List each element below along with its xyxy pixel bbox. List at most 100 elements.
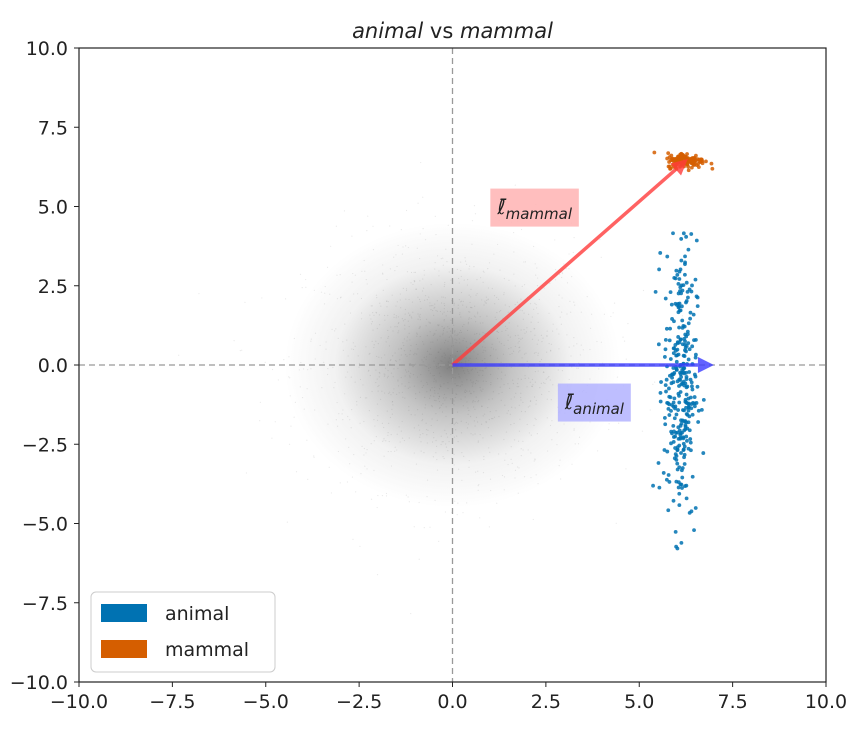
background-point bbox=[271, 368, 274, 371]
background-point bbox=[443, 327, 445, 329]
background-point bbox=[455, 429, 457, 431]
point-animal bbox=[676, 335, 681, 339]
background-point bbox=[478, 374, 480, 376]
background-point bbox=[532, 384, 534, 386]
background-point bbox=[402, 342, 404, 344]
background-point bbox=[431, 406, 433, 408]
background-point bbox=[327, 373, 329, 376]
y-tick-label: 10.0 bbox=[26, 38, 68, 60]
background-point bbox=[384, 354, 386, 356]
background-point bbox=[465, 341, 467, 343]
background-point bbox=[397, 316, 400, 318]
background-point bbox=[416, 333, 418, 335]
background-point bbox=[396, 326, 398, 328]
background-point bbox=[390, 326, 392, 328]
background-point bbox=[341, 413, 343, 415]
background-point bbox=[397, 332, 399, 334]
background-point bbox=[464, 357, 466, 359]
background-point bbox=[513, 396, 516, 398]
background-point bbox=[616, 376, 619, 378]
background-point bbox=[461, 381, 463, 383]
point-animal bbox=[686, 341, 691, 346]
background-point bbox=[368, 369, 370, 372]
background-point bbox=[473, 205, 476, 207]
point-animal bbox=[684, 392, 689, 397]
background-point bbox=[508, 322, 510, 324]
point-animal bbox=[659, 380, 663, 384]
background-point bbox=[379, 372, 381, 374]
background-point bbox=[538, 298, 540, 301]
point-animal bbox=[663, 383, 668, 388]
point-animal bbox=[679, 291, 683, 296]
background-point bbox=[353, 293, 355, 295]
background-point bbox=[479, 316, 481, 318]
background-point bbox=[495, 318, 497, 321]
background-point bbox=[505, 453, 507, 455]
point-mammal bbox=[689, 165, 694, 170]
background-point bbox=[299, 386, 301, 388]
background-point bbox=[422, 433, 424, 435]
background-point bbox=[531, 385, 534, 388]
background-point bbox=[514, 334, 517, 337]
point-animal bbox=[668, 326, 672, 331]
background-point bbox=[425, 428, 428, 431]
background-point bbox=[445, 406, 447, 408]
background-point bbox=[395, 254, 397, 256]
background-point bbox=[481, 405, 483, 407]
background-point bbox=[339, 274, 341, 276]
point-animal bbox=[679, 237, 684, 241]
background-point bbox=[434, 306, 436, 308]
background-point bbox=[521, 337, 523, 339]
point-animal bbox=[692, 404, 697, 409]
background-point bbox=[460, 366, 462, 368]
background-point bbox=[474, 305, 476, 307]
background-point bbox=[475, 294, 477, 296]
point-animal bbox=[701, 397, 706, 402]
background-point bbox=[335, 419, 337, 421]
background-point bbox=[541, 393, 543, 396]
background-point bbox=[454, 422, 456, 424]
background-point bbox=[314, 409, 316, 411]
point-animal bbox=[664, 389, 668, 394]
arrow-label-text-animal: ℓ̄animal bbox=[564, 390, 625, 418]
point-animal bbox=[676, 301, 681, 306]
point-animal bbox=[680, 318, 685, 323]
background-point bbox=[445, 443, 447, 445]
background-point bbox=[460, 361, 463, 364]
background-point bbox=[504, 374, 506, 376]
background-point bbox=[323, 361, 325, 363]
background-point bbox=[432, 305, 434, 307]
background-point bbox=[403, 344, 405, 347]
background-point bbox=[505, 431, 508, 433]
point-animal bbox=[679, 258, 684, 263]
background-point bbox=[577, 367, 580, 369]
background-point bbox=[388, 440, 390, 443]
background-point bbox=[504, 325, 507, 327]
background-point bbox=[369, 352, 371, 355]
background-point bbox=[336, 425, 339, 427]
background-point bbox=[443, 304, 446, 307]
background-point bbox=[421, 413, 424, 415]
background-point bbox=[373, 346, 375, 349]
background-point bbox=[405, 245, 407, 247]
background-point bbox=[561, 271, 563, 273]
background-point bbox=[400, 430, 402, 432]
point-animal bbox=[677, 393, 681, 398]
background-point bbox=[507, 339, 509, 341]
point-animal bbox=[682, 452, 687, 457]
background-point bbox=[390, 450, 392, 453]
background-point bbox=[425, 404, 427, 406]
background-point bbox=[347, 355, 349, 357]
point-animal bbox=[682, 428, 687, 433]
background-point bbox=[413, 452, 415, 454]
background-point bbox=[419, 316, 421, 318]
background-point bbox=[393, 316, 395, 318]
background-point bbox=[443, 352, 445, 354]
background-point bbox=[484, 347, 486, 349]
background-point bbox=[485, 421, 487, 424]
background-point bbox=[551, 420, 553, 422]
background-point bbox=[529, 303, 532, 305]
background-point bbox=[359, 422, 361, 424]
background-point bbox=[514, 304, 516, 306]
background-point bbox=[430, 424, 432, 427]
